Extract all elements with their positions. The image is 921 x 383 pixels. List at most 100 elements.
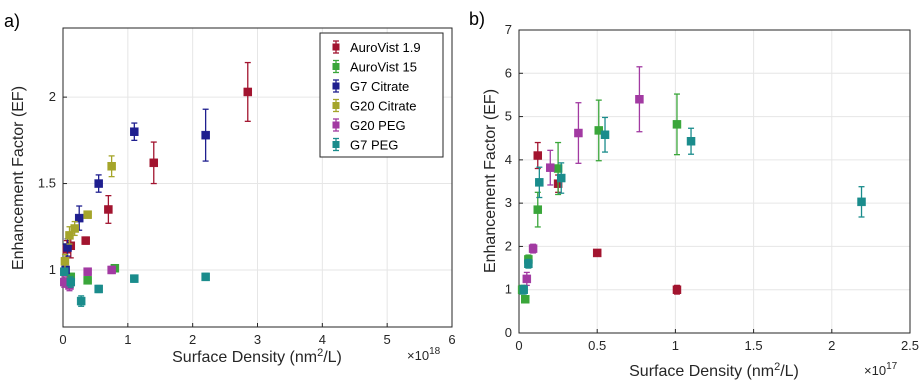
legend-box	[319, 32, 444, 158]
legend-label-5: G7 PEG	[350, 138, 398, 153]
a-point-0-5	[243, 87, 253, 97]
b-point-2-2	[546, 163, 555, 172]
panel-a: a) 0 1 2 3 4 5 611.52 Surface Density (nm2/L) …	[4, 11, 456, 366]
b-point-1-6	[672, 120, 682, 129]
panel-b-ticks: 0 0.5 1 1.5 2 2.5 0 1 2 3 4 5 6 7	[505, 22, 919, 353]
panel-a-points	[60, 61, 253, 307]
legend-label-2: G7 Citrate	[350, 79, 409, 94]
a-point-3-2	[70, 224, 79, 233]
a-point-2-4	[130, 127, 139, 136]
a-xtick-label-4: 4	[319, 332, 326, 347]
a-series-2	[61, 108, 210, 275]
b-point-3-3	[556, 173, 566, 183]
panel-b: b) 0 0.5 1 1.5 2 2.5 0 1 2 3 4 5 6 7 Surface Density …	[469, 9, 919, 380]
a-series-0	[62, 61, 253, 259]
a-ytick-label-1: 1.5	[38, 176, 56, 191]
b-ytick-label-0: 0	[505, 325, 512, 340]
legend-marker-1	[332, 63, 340, 70]
b-point-1-3	[533, 205, 543, 214]
panel-b-ylabel: Enhancement Factor (EF)	[482, 89, 499, 273]
a-ytick-label-0: 1	[49, 262, 56, 277]
a-point-2-3	[94, 179, 103, 188]
legend-entry-1: AuroVist 15	[332, 60, 417, 75]
legend-entry-3: G20 Citrate	[332, 99, 416, 114]
a-point-3-0	[60, 257, 70, 266]
a-point-4-3	[107, 265, 116, 275]
panel-a-label: a)	[4, 11, 20, 31]
legend-entry-4: G20 PEG	[332, 118, 406, 133]
b-xtick-label-4: 2	[828, 338, 835, 353]
panel-a-x-multiplier: ×1018	[407, 346, 441, 363]
b-xtick-label-0: 0	[515, 338, 522, 353]
b-point-0-2	[592, 248, 602, 258]
legend-entry-5: G7 PEG	[332, 138, 398, 153]
panel-a-ticks: 0 1 2 3 4 5 6 1 1.5 2	[38, 89, 456, 347]
legend-marker-2	[332, 82, 340, 90]
a-ytick-label-2: 2	[49, 89, 56, 104]
b-point-2-0	[522, 274, 532, 284]
legend-marker-4	[332, 121, 340, 129]
b-point-3-1	[524, 259, 533, 268]
b-point-2-1	[528, 244, 538, 253]
legend-entry-0: AuroVist 1.9	[332, 40, 421, 55]
panel-a-xlabel: Surface Density (nm2/L)	[172, 347, 342, 366]
a-point-5-0	[60, 267, 69, 276]
b-series-3	[519, 116, 866, 295]
b-ytick-label-6: 6	[505, 65, 512, 80]
panel-b-xlabel: Surface Density (nm2/L)	[629, 361, 799, 380]
a-point-4-2	[83, 267, 92, 276]
legend-marker-0	[332, 43, 340, 51]
a-series-5	[60, 267, 210, 307]
a-xtick-label-0: 0	[59, 332, 66, 347]
legend-label-1: AuroVist 15	[350, 60, 417, 75]
b-xtick-label-1: 0.5	[588, 338, 606, 353]
b-point-3-2	[535, 178, 544, 187]
b-xtick-label-5: 2.5	[901, 338, 919, 353]
b-point-3-5	[686, 136, 696, 146]
b-point-2-4	[635, 95, 644, 104]
b-point-3-6	[857, 197, 866, 207]
b-point-3-4	[600, 130, 610, 140]
a-xtick-label-6: 6	[448, 332, 455, 347]
a-point-2-2	[74, 213, 84, 223]
b-series-1	[517, 93, 682, 304]
b-series-2	[522, 66, 644, 287]
b-ytick-label-7: 7	[505, 22, 512, 37]
a-xtick-label-2: 2	[189, 332, 196, 347]
panel-b-x-multiplier: ×1017	[864, 361, 898, 378]
b-point-1-5	[594, 126, 604, 135]
a-point-5-5	[201, 272, 210, 282]
panel-b-grid	[518, 29, 911, 334]
a-point-3-4	[107, 162, 116, 171]
b-point-3-0	[519, 285, 528, 294]
a-point-5-2	[76, 296, 86, 306]
a-point-5-1	[66, 277, 76, 287]
b-xtick-label-2: 1	[672, 338, 679, 353]
a-point-5-4	[130, 274, 139, 283]
b-point-2-3	[574, 128, 583, 138]
b-point-0-0	[533, 151, 543, 160]
a-point-3-3	[83, 210, 92, 219]
a-point-2-5	[201, 130, 210, 140]
panel-b-label: b)	[469, 9, 485, 29]
a-xtick-label-5: 5	[384, 332, 391, 347]
b-ytick-label-2: 2	[505, 238, 512, 253]
legend-label-4: G20 PEG	[350, 118, 406, 133]
legend-label-0: AuroVist 1.9	[350, 40, 421, 55]
b-ytick-label-3: 3	[505, 195, 512, 210]
b-ytick-label-4: 4	[505, 152, 512, 167]
a-point-0-4	[149, 158, 159, 168]
a-point-0-3	[104, 205, 113, 214]
b-ytick-label-1: 1	[505, 282, 512, 297]
panel-b-points	[517, 66, 866, 304]
b-xtick-label-3: 1.5	[745, 338, 763, 353]
legend-label-3: G20 Citrate	[350, 99, 416, 114]
b-point-1-1	[521, 294, 530, 304]
b-ytick-label-5: 5	[505, 109, 512, 124]
a-point-2-1	[63, 243, 72, 252]
a-point-0-2	[81, 236, 90, 245]
a-point-5-3	[94, 284, 103, 294]
b-point-0-3	[672, 285, 682, 294]
legend-entry-2: G7 Citrate	[332, 79, 409, 94]
